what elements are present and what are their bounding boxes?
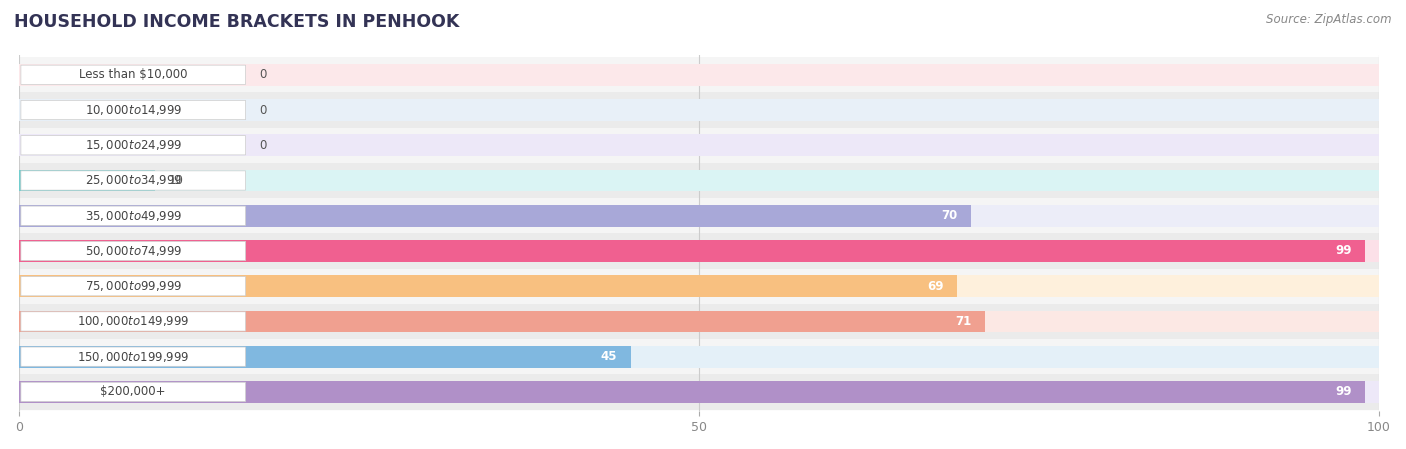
Text: $10,000 to $14,999: $10,000 to $14,999 [84,103,181,117]
Bar [20,134,1379,156]
Bar [20,240,1365,262]
Text: HOUSEHOLD INCOME BRACKETS IN PENHOOK: HOUSEHOLD INCOME BRACKETS IN PENHOOK [14,13,460,31]
Text: $200,000+: $200,000+ [100,385,166,398]
Bar [20,374,1379,409]
Text: 69: 69 [928,280,943,293]
Text: $75,000 to $99,999: $75,000 to $99,999 [84,279,181,293]
Text: 10: 10 [169,174,183,187]
Bar [20,99,1379,121]
Bar [20,205,972,227]
Bar [20,275,957,297]
Text: $100,000 to $149,999: $100,000 to $149,999 [77,314,190,328]
Bar [20,304,1379,339]
Text: 0: 0 [260,139,267,152]
FancyBboxPatch shape [21,206,246,225]
Bar [20,311,984,332]
Bar [20,275,1379,297]
Text: 71: 71 [955,315,972,328]
FancyBboxPatch shape [21,101,246,120]
FancyBboxPatch shape [21,382,246,401]
Bar [20,346,631,368]
Text: 99: 99 [1336,385,1351,398]
Bar [20,170,155,191]
Text: 99: 99 [1336,244,1351,257]
FancyBboxPatch shape [21,312,246,331]
Text: 70: 70 [941,209,957,222]
FancyBboxPatch shape [21,347,246,366]
Bar [20,339,1379,374]
Bar [20,269,1379,304]
Text: $150,000 to $199,999: $150,000 to $199,999 [77,350,190,364]
Text: 45: 45 [600,350,617,363]
Text: $25,000 to $34,999: $25,000 to $34,999 [84,173,181,188]
Bar [20,205,1379,227]
Bar [20,57,1379,92]
Bar [20,163,1379,198]
Bar [20,198,1379,233]
Text: 0: 0 [260,104,267,117]
Bar [20,311,1379,332]
Bar [20,240,1379,262]
Bar [20,92,1379,128]
Text: $15,000 to $24,999: $15,000 to $24,999 [84,138,181,152]
FancyBboxPatch shape [21,65,246,84]
Text: Source: ZipAtlas.com: Source: ZipAtlas.com [1267,13,1392,26]
Bar [20,381,1365,403]
Bar [20,233,1379,269]
FancyBboxPatch shape [21,136,246,155]
Bar [20,128,1379,163]
Bar [20,64,1379,86]
Text: $50,000 to $74,999: $50,000 to $74,999 [84,244,181,258]
FancyBboxPatch shape [21,171,246,190]
Text: $35,000 to $49,999: $35,000 to $49,999 [84,209,181,223]
FancyBboxPatch shape [21,277,246,296]
Text: 0: 0 [260,68,267,81]
FancyBboxPatch shape [21,241,246,260]
Bar [20,381,1379,403]
Text: Less than $10,000: Less than $10,000 [79,68,187,81]
Bar [20,346,1379,368]
Bar [20,170,1379,191]
